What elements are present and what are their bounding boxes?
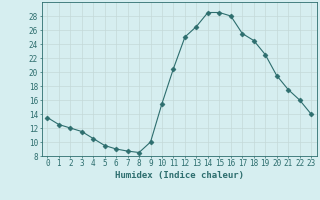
X-axis label: Humidex (Indice chaleur): Humidex (Indice chaleur) xyxy=(115,171,244,180)
